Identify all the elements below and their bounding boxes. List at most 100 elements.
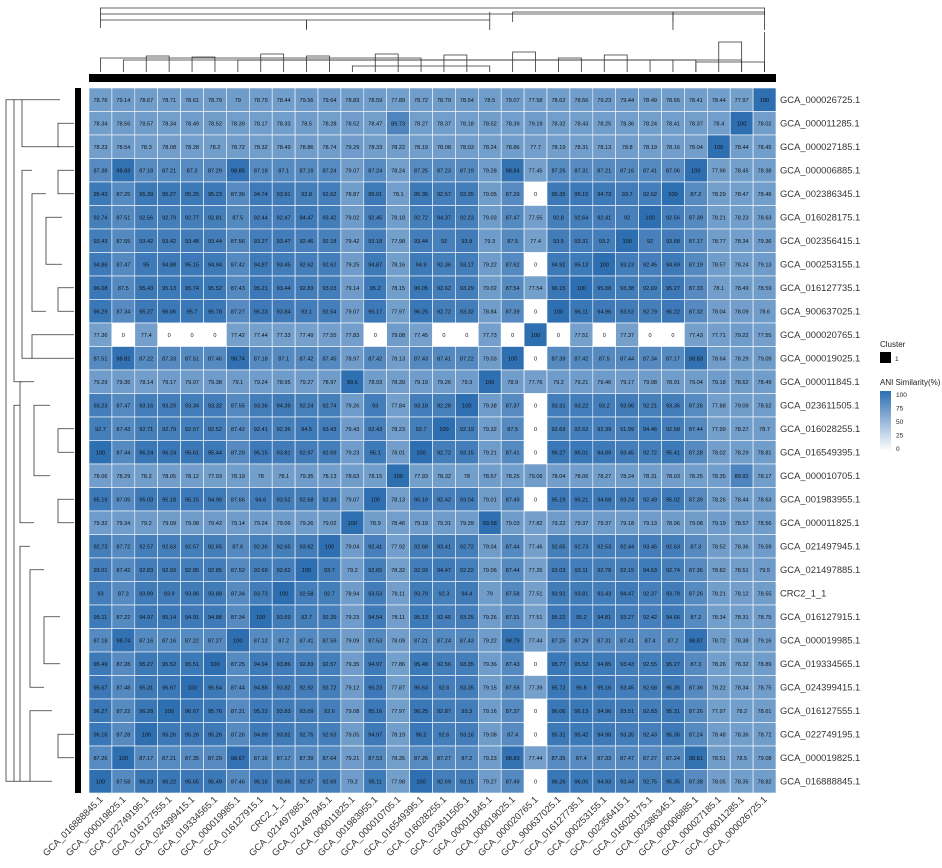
dendrogram-branch <box>57 428 74 453</box>
cell-value-label: 79.42 <box>208 521 222 527</box>
cell-value-label: 95.67 <box>162 685 176 691</box>
cell-value-label: 87.34 <box>231 591 245 597</box>
cell-value-label: 92.45 <box>368 215 382 221</box>
cell-value-label: 94.47 <box>437 568 451 574</box>
cell-value-label: 93.7 <box>324 568 335 574</box>
cell-value-label: 78.57 <box>483 474 497 480</box>
cell-value-label: 94.87 <box>254 262 268 268</box>
cell-value-label: 96.13 <box>574 709 588 715</box>
row-label: GCA_016127555.1 <box>780 705 860 716</box>
cell-value-label: 79.07 <box>345 309 359 315</box>
dendrogram-branch <box>100 7 765 14</box>
cell-value-label: 93.9 <box>461 239 472 245</box>
cell-value-label: 78.44 <box>735 497 749 503</box>
cell-value-label: 78.62 <box>735 380 749 386</box>
cell-value-label: 78.72 <box>231 145 245 151</box>
cell-value-label: 79.28 <box>483 168 497 174</box>
cell-value-label: 78.63 <box>758 497 772 503</box>
cell-value-label: 77.43 <box>689 333 703 339</box>
cell-value-label: 92.62 <box>574 427 588 433</box>
cell-value-label: 79.05 <box>345 732 359 738</box>
cell-value-label: 78.35 <box>712 474 726 480</box>
cell-value-label: 98.83 <box>116 168 130 174</box>
cell-value-label: 100 <box>462 403 471 409</box>
cell-value-label: 78.7 <box>759 427 770 433</box>
cell-value-label: 78.5 <box>736 756 747 762</box>
cell-value-label: 78.14 <box>139 380 153 386</box>
cell-value-label: 92.72 <box>414 215 428 221</box>
cell-value-label: 100 <box>119 756 128 762</box>
cell-value-label: 77.44 <box>529 638 543 644</box>
cell-value-label: 78.23 <box>391 427 405 433</box>
cell-value-label: 96.06 <box>162 309 176 315</box>
cell-value-label: 79.16 <box>758 638 772 644</box>
cell-value-label: 94.68 <box>597 497 611 503</box>
cell-value-label: 79.14 <box>231 521 245 527</box>
cell-value-label: 78.52 <box>345 121 359 127</box>
cell-value-label: 87.47 <box>116 262 130 268</box>
cell-value-label: 87.26 <box>689 709 703 715</box>
cell-value-label: 87.39 <box>551 356 565 362</box>
cell-value-label: 92 <box>647 239 653 245</box>
cell-value-label: 93.2 <box>599 403 610 409</box>
cell-value-label: 78.45 <box>735 168 749 174</box>
cell-value-label: 87.18 <box>254 356 268 362</box>
cell-value-label: 96.28 <box>139 709 153 715</box>
cell-value-label: 78.23 <box>93 145 107 151</box>
cell-value-label: 92.71 <box>139 427 153 433</box>
cell-value-label: 78.23 <box>735 215 749 221</box>
cell-value-label: 87.29 <box>208 168 222 174</box>
cell-value-label: 94.89 <box>597 450 611 456</box>
cell-value-label: 100 <box>691 168 700 174</box>
cell-value-label: 92.62 <box>322 192 336 198</box>
cell-value-label: 93.27 <box>620 615 634 621</box>
cell-value-label: 78.21 <box>712 591 726 597</box>
row-label: GCA_000027185.1 <box>780 141 860 152</box>
cell-value-label: 79.16 <box>483 709 497 715</box>
cell-value-label: 79.12 <box>345 685 359 691</box>
cell-value-label: 87.19 <box>460 168 474 174</box>
cell-value-label: 98.79 <box>506 638 520 644</box>
cell-value-label: 93.73 <box>254 591 268 597</box>
cell-value-label: 78.39 <box>506 121 520 127</box>
cell-value-label: 93.43 <box>322 427 336 433</box>
cell-value-label: 79.26 <box>345 403 359 409</box>
cell-value-label: 78.15 <box>368 474 382 480</box>
cell-value-label: 79.05 <box>483 192 497 198</box>
cell-value-label: 94.66 <box>666 615 680 621</box>
cell-value-label: 95.14 <box>162 615 176 621</box>
cell-value-label: 87.38 <box>689 779 703 785</box>
cell-value-label: 79.07 <box>345 168 359 174</box>
cell-value-label: 93.45 <box>620 450 634 456</box>
cell-value-label: 87.35 <box>551 756 565 762</box>
cell-value-label: 87.31 <box>597 638 611 644</box>
cell-value-label: 79.22 <box>483 638 497 644</box>
dendrogram-branch <box>13 404 20 782</box>
cell-value-label: 79.2 <box>141 521 152 527</box>
cell-value-label: 78.29 <box>116 474 130 480</box>
dendrogram-branch <box>512 11 674 22</box>
cell-value-label: 87.16 <box>139 638 153 644</box>
cell-value-label: 93.35 <box>460 685 474 691</box>
cell-value-label: 78.63 <box>758 215 772 221</box>
cell-value-label: 87.24 <box>322 168 336 174</box>
cell-value-label: 92.62 <box>300 262 314 268</box>
cell-value-label: 87.43 <box>414 356 428 362</box>
cell-value-label: 78.29 <box>735 356 749 362</box>
cell-value-label: 79.3 <box>461 380 472 386</box>
cell-value-label: 79.46 <box>597 380 611 386</box>
cell-value-label: 99.58 <box>483 521 497 527</box>
cell-value-label: 93.42 <box>139 239 153 245</box>
cell-value-label: 87.2 <box>461 756 472 762</box>
cell-value-label: 79.07 <box>185 380 199 386</box>
cell-value-label: 87.64 <box>322 756 336 762</box>
cell-value-label: 95.16 <box>368 709 382 715</box>
cell-value-label: 92.8 <box>553 215 564 221</box>
cell-value-label: 77.97 <box>735 98 749 104</box>
cell-value-label: 79.06 <box>277 521 291 527</box>
cell-value-label: 79.39 <box>460 521 474 527</box>
cell-value-label: 78.9 <box>507 380 518 386</box>
cell-value-label: 92.43 <box>643 732 657 738</box>
cell-value-label: 79.19 <box>414 380 428 386</box>
cell-value-label: 78.27 <box>597 474 611 480</box>
